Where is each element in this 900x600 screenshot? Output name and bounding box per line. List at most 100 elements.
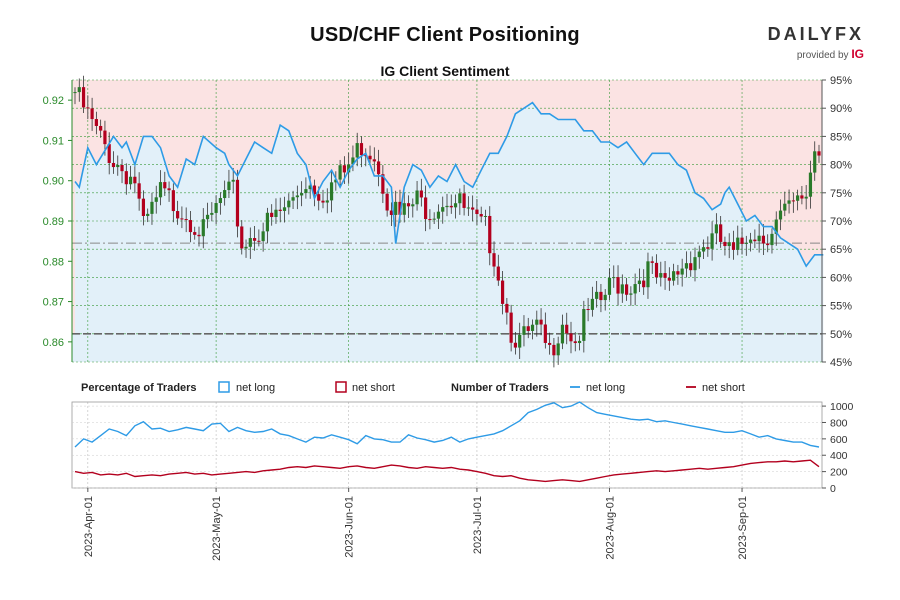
candle-body [432, 218, 436, 220]
candle-body [637, 280, 642, 285]
candle-body [120, 165, 124, 172]
candle-body [672, 271, 676, 281]
net-long-area [75, 102, 824, 362]
candle-body [813, 151, 817, 173]
candle-body [535, 319, 539, 325]
candle-body [94, 119, 98, 126]
candle-body [321, 200, 325, 203]
price-tick-label: 0.89 [43, 216, 64, 228]
price-tick-label: 0.87 [43, 297, 64, 309]
candle-body [235, 179, 240, 227]
candle-body [471, 207, 475, 210]
candle-body [351, 157, 355, 165]
date-tick-label: 2023-Jun-01 [344, 496, 356, 558]
candle-body [787, 200, 791, 204]
percent-tick-label: 60% [830, 272, 852, 284]
brand-subtitle: provided by IG [768, 47, 864, 61]
price-tick-label: 0.88 [43, 256, 64, 268]
candle-body [518, 334, 522, 348]
candle-body [107, 144, 111, 163]
percent-tick-label: 65% [830, 244, 852, 256]
candle-body [210, 212, 214, 215]
candle-body [441, 207, 445, 212]
candle-body [483, 215, 488, 217]
candle-body [99, 125, 103, 131]
candle-body [406, 203, 411, 207]
candle-body [77, 87, 81, 93]
candle-body [338, 165, 342, 180]
candle-body [539, 319, 543, 325]
candle-body [428, 219, 432, 221]
candle-body [295, 195, 299, 198]
candle-body [731, 242, 736, 250]
candle-body [415, 190, 419, 205]
candle-body [270, 212, 274, 218]
candle-body [231, 179, 235, 182]
candle-body [86, 107, 90, 109]
candle-body [586, 309, 590, 311]
brand-provider: IG [851, 47, 864, 61]
candle-body [693, 257, 697, 271]
percent-tick-label: 55% [830, 301, 852, 313]
candle-body [436, 211, 441, 219]
candle-body [744, 242, 748, 244]
percent-tick-label: 75% [830, 188, 852, 200]
candle-body [458, 193, 462, 204]
candle-body [526, 326, 530, 331]
candle-body [291, 197, 295, 201]
candle-body [133, 176, 137, 184]
candle-body [223, 190, 227, 199]
candle-body [804, 196, 808, 199]
candle-body [111, 162, 116, 168]
candle-body [116, 165, 120, 168]
candle-body [376, 161, 381, 175]
candle-body [73, 92, 77, 94]
candle-body [629, 293, 633, 295]
candle-body [419, 190, 423, 198]
candle-body [783, 203, 787, 211]
candle-body [500, 280, 505, 304]
candle-body [90, 108, 94, 120]
candle-body [462, 193, 466, 208]
candle-body [697, 251, 701, 258]
candle-body [624, 284, 629, 295]
candle-body [808, 172, 813, 197]
candle-body [642, 280, 646, 288]
candle-body [300, 193, 304, 196]
candle-body [163, 182, 167, 189]
candle-body [513, 342, 518, 348]
candle-body [543, 324, 547, 343]
candle-body [347, 164, 351, 173]
candle-body [565, 324, 569, 334]
candle-body [449, 205, 453, 208]
candle-body [505, 303, 509, 313]
chart-title: USD/CHF Client Positioning [310, 24, 580, 46]
candle-body [475, 209, 479, 215]
legend-pct-title: Percentage of Traders [81, 382, 197, 394]
candle-body [394, 201, 398, 215]
candle-body [201, 219, 205, 237]
count-tick-label: 200 [830, 467, 848, 479]
candle-body [727, 242, 731, 247]
percent-tick-label: 50% [830, 329, 852, 341]
candle-body [103, 130, 107, 145]
candle-body [334, 179, 338, 183]
candle-body [560, 324, 565, 344]
candle-body [227, 181, 231, 191]
candle-body [770, 233, 774, 246]
brand-provided-by: provided by [796, 50, 849, 61]
candle-body [424, 197, 428, 220]
legend-num-long-label: net long [586, 382, 625, 394]
candle-body [368, 155, 372, 160]
candle-body [146, 213, 150, 216]
candle-body [329, 182, 334, 201]
candle-body [573, 341, 577, 344]
percent-tick-label: 80% [830, 160, 852, 172]
brand-name: DAILYFX [767, 24, 864, 44]
candle-body [240, 226, 244, 249]
candle-body [654, 262, 659, 278]
price-tick-label: 0.90 [43, 176, 64, 188]
candle-body [359, 143, 364, 156]
candle-body [778, 210, 783, 220]
candle-body [257, 240, 261, 242]
